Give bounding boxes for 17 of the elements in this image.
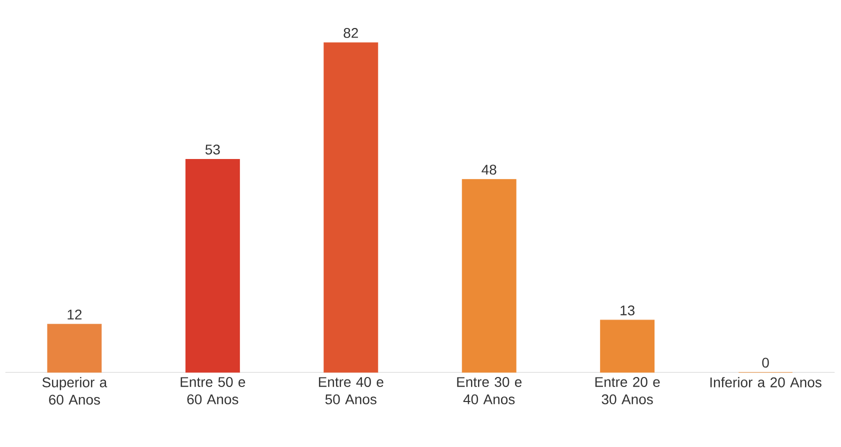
bar <box>47 324 102 373</box>
x-tick-label: Entre 30 e 40 Anos <box>457 377 522 404</box>
bar <box>185 158 240 373</box>
bar <box>462 179 516 373</box>
data-label: 12 <box>68 310 82 320</box>
bar <box>324 42 378 373</box>
x-tick-label: Entre 50 e 60 Anos <box>180 377 246 404</box>
data-label: 48 <box>482 164 496 175</box>
x-tick-label: Entre 40 e 50 Anos <box>318 377 384 404</box>
data-label: 13 <box>620 305 635 316</box>
data-label: 53 <box>205 144 220 155</box>
x-tick-label: Inferior a 20 Anos <box>710 377 822 388</box>
data-label: 82 <box>344 28 358 38</box>
data-label: 0 <box>762 358 769 368</box>
bar <box>600 320 655 373</box>
x-tick-label: Superior a 60 Anos <box>42 377 108 405</box>
x-tick-label: Entre 20 e 30 Anos <box>595 377 660 404</box>
